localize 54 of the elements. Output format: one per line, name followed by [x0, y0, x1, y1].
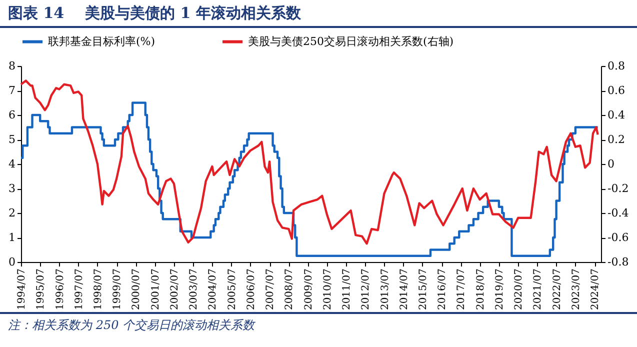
x-tick-label: 2011/07	[341, 268, 352, 310]
y-tick-label: 5	[8, 133, 16, 146]
x-tick-label: 2005/07	[226, 268, 238, 310]
chart-title: 图表 14 美股与美债的 1 年滚动相关系数	[0, 0, 637, 28]
legend-label: 美股与美债250交易日滚动相关系数(右轴)	[248, 34, 454, 48]
x-tick-label: 2018/07	[475, 268, 486, 310]
x-tick-label: 2006/07	[246, 268, 257, 310]
x-tick-label: 2021/07	[532, 268, 544, 310]
x-tick-label: 2001/07	[150, 268, 162, 310]
x-tick-label: 2010/07	[322, 268, 334, 310]
y2-tick-label: 0.6	[608, 84, 625, 97]
y-tick-label: 8	[8, 60, 16, 72]
y-tick-label: 3	[8, 182, 16, 195]
x-tick-label: 1999/07	[112, 268, 124, 310]
x-tick-label: 1994/07	[16, 268, 28, 310]
y2-tick-label: 0.4	[608, 108, 625, 122]
y2-tick-label: -0.4	[608, 206, 629, 220]
x-tick-label: 2009/07	[303, 268, 314, 310]
x-tick-label: 2008/07	[284, 268, 296, 310]
text: 注：相关系数为 250 个交易日的滚动相关系数	[0, 312, 637, 337]
x-tick-label: 2004/07	[208, 268, 219, 310]
x-tick-label: 2020/07	[514, 268, 525, 310]
x-tick-label: 2024/07	[590, 268, 602, 310]
x-tick-label: 2013/07	[380, 268, 391, 310]
x-tick-label: 2023/07	[570, 268, 582, 310]
y2-tick-label: 0.8	[608, 60, 625, 72]
y-tick-label: 7	[8, 84, 16, 97]
x-tick-label: 1997/07	[74, 268, 85, 310]
x-tick-label: 2019/07	[494, 268, 506, 310]
x-tick-label: 2017/07	[456, 268, 468, 310]
x-tick-label: 2007/07	[265, 268, 276, 310]
line-series	[20, 80, 599, 245]
x-tick-label: 2016/07	[437, 268, 448, 310]
x-tick-label: 1995/07	[36, 268, 47, 310]
y2-tick-label: 0.2	[608, 133, 625, 146]
y-tick-label: 0	[8, 256, 16, 268]
y2-tick-label: -0.8	[608, 256, 629, 268]
x-tick-label: 2012/07	[360, 268, 372, 310]
y-tick-label: 4	[8, 158, 16, 170]
x-tick-label: 2003/07	[188, 268, 200, 310]
y2-tick-label: -0.6	[608, 231, 629, 244]
x-tick-label: 1996/07	[54, 268, 66, 310]
y2-tick-label: -0.2	[608, 182, 629, 195]
y-tick-label: 2	[8, 206, 16, 220]
x-tick-label: 2000/07	[131, 268, 142, 310]
x-tick-label: 2014/07	[398, 268, 410, 310]
x-tick-label: 2002/07	[169, 268, 180, 310]
x-tick-label: 1998/07	[92, 268, 104, 310]
x-tick-label: 2015/07	[418, 268, 429, 310]
y-tick-label: 1	[8, 231, 16, 244]
x-tick-label: 2022/07	[552, 268, 563, 310]
y-tick-label: 6	[8, 108, 16, 122]
legend-label: 联邦基金目标利率(%)	[48, 34, 156, 48]
y2-tick-label: 0	[608, 158, 614, 170]
